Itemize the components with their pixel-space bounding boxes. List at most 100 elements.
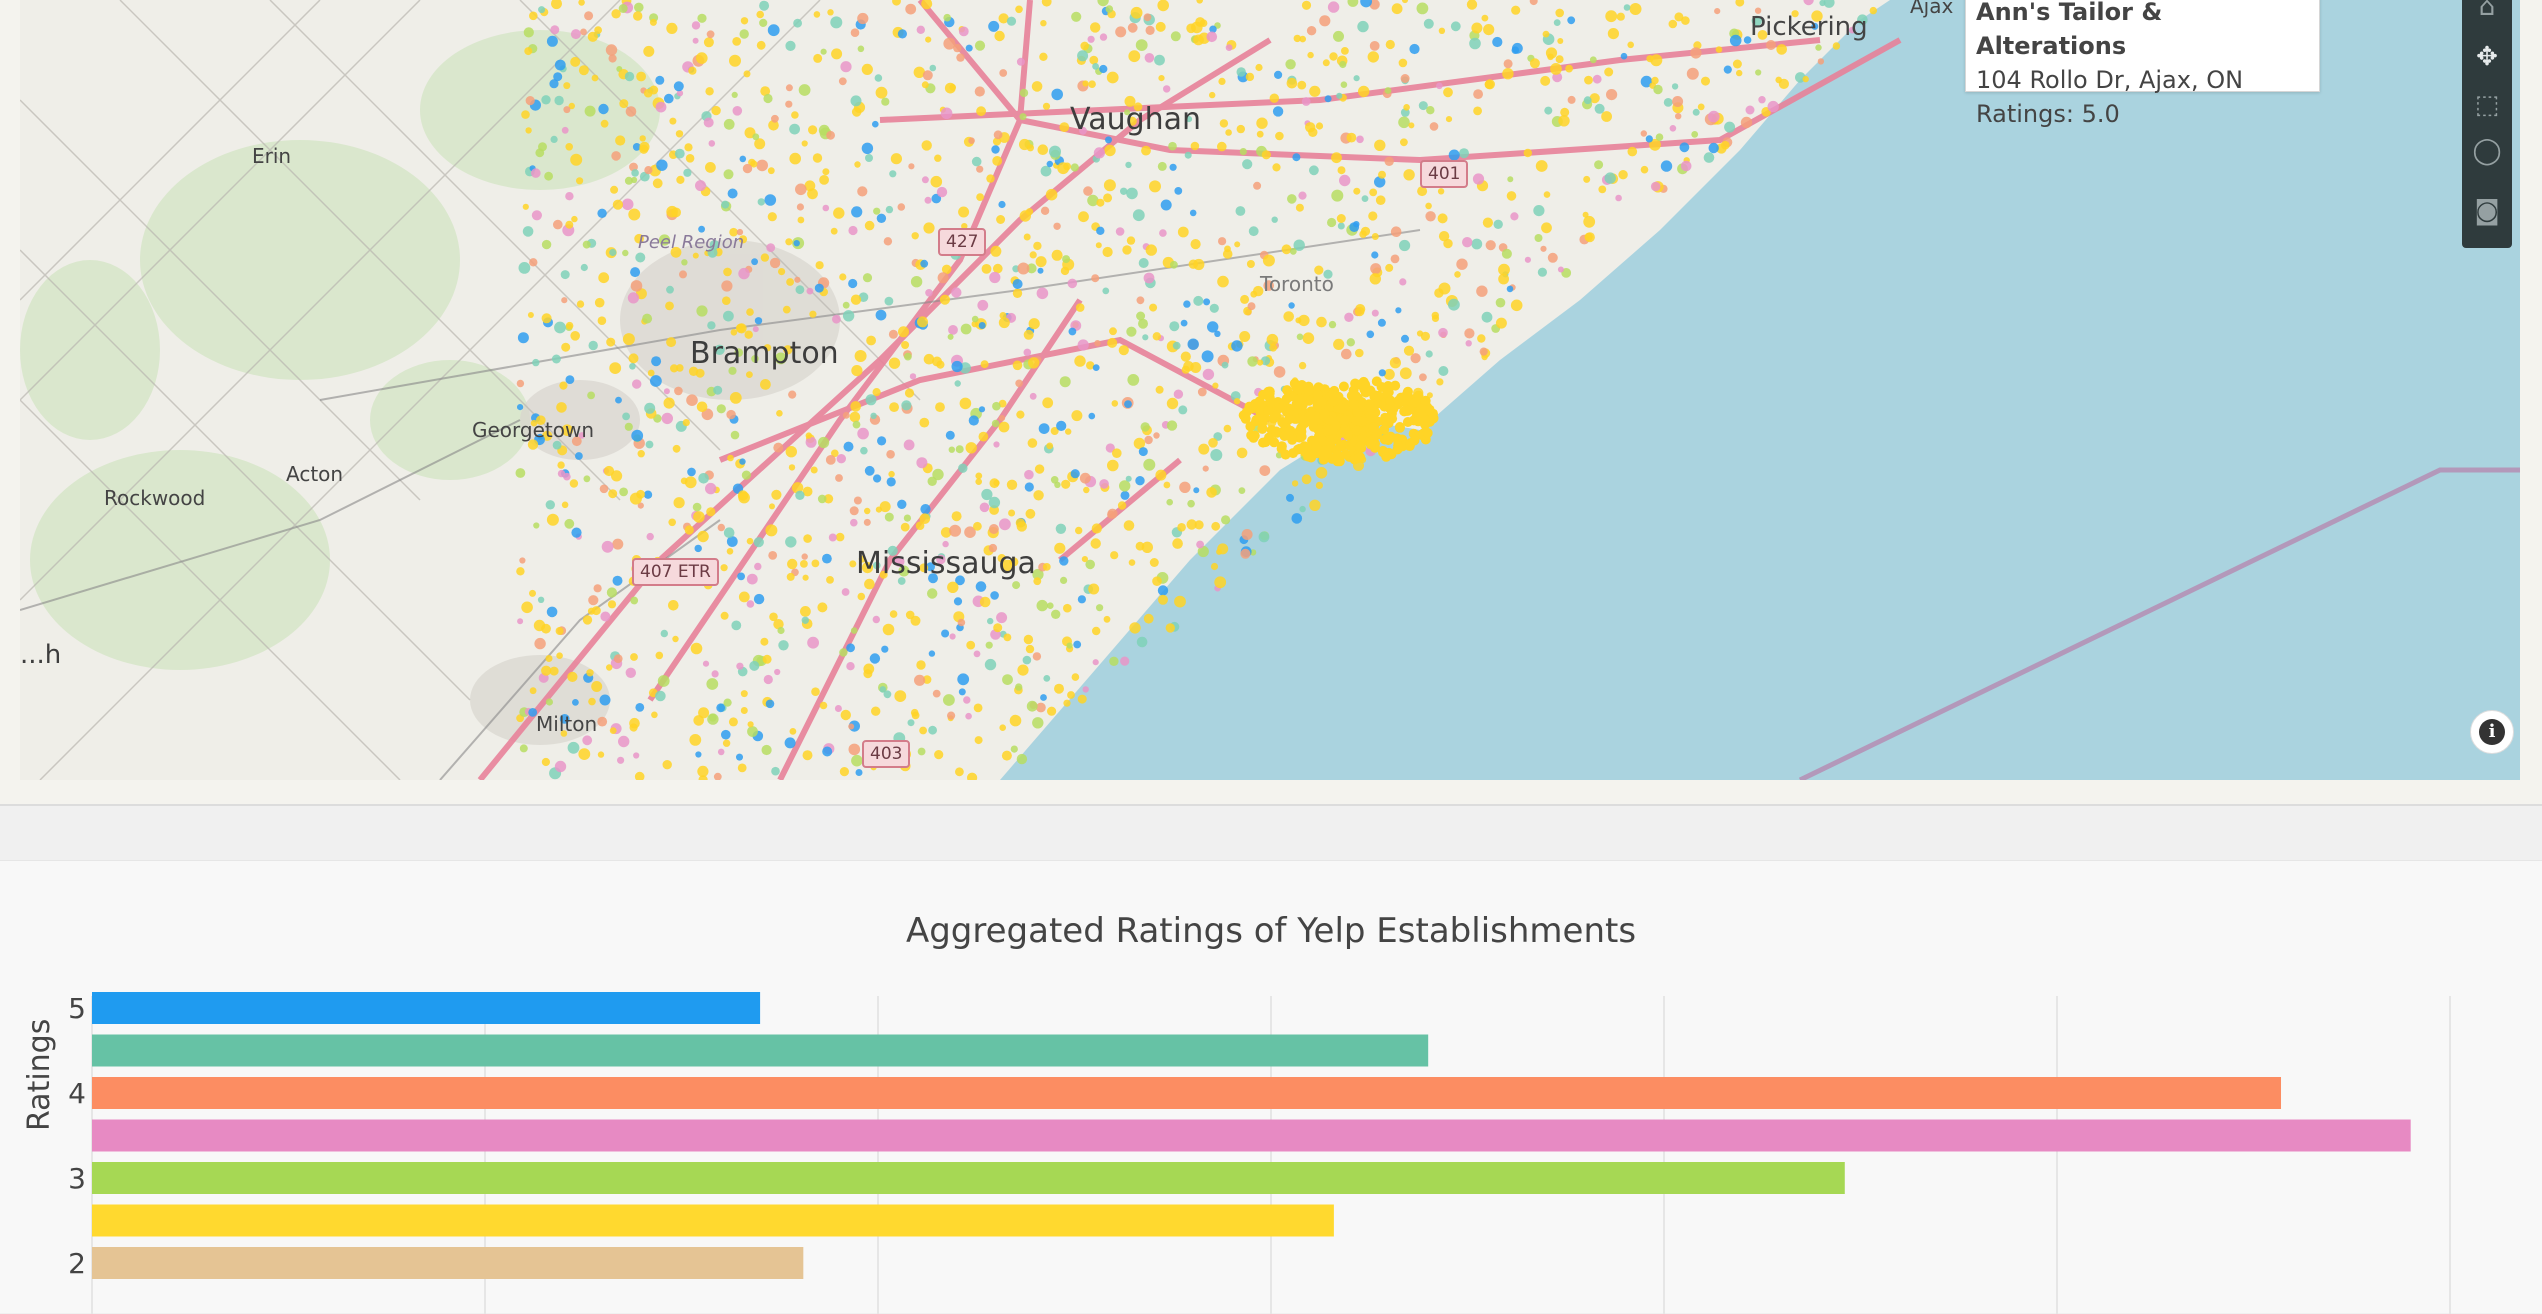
establishment-dot[interactable]: [1410, 353, 1421, 364]
establishment-dot[interactable]: [674, 386, 683, 396]
establishment-dot[interactable]: [656, 159, 668, 171]
establishment-dot[interactable]: [1674, 12, 1684, 22]
establishment-dot[interactable]: [538, 6, 546, 14]
establishment-dot[interactable]: [981, 264, 992, 274]
establishment-dot[interactable]: [1126, 187, 1138, 200]
establishment-dot[interactable]: [1016, 753, 1028, 765]
establishment-dot[interactable]: [1016, 521, 1027, 532]
establishment-dot[interactable]: [1751, 15, 1763, 26]
establishment-dot[interactable]: [848, 278, 858, 289]
establishment-dot[interactable]: [762, 654, 772, 664]
establishment-dot[interactable]: [1094, 340, 1101, 347]
establishment-dot[interactable]: [862, 273, 873, 283]
establishment-dot[interactable]: [754, 138, 766, 150]
establishment-dot[interactable]: [1165, 623, 1176, 633]
establishment-dot[interactable]: [1681, 16, 1690, 25]
establishment-dot[interactable]: [696, 305, 708, 317]
establishment-dot[interactable]: [928, 650, 936, 657]
establishment-dot[interactable]: [599, 484, 609, 494]
establishment-dot[interactable]: [1501, 248, 1512, 259]
establishment-dot[interactable]: [846, 662, 855, 671]
establishment-dot[interactable]: [1371, 233, 1379, 240]
bar-rating-3-5[interactable]: [92, 1119, 2411, 1152]
establishment-dot[interactable]: [1495, 297, 1506, 308]
establishment-dot[interactable]: [557, 461, 565, 469]
establishment-dot[interactable]: [1040, 206, 1050, 215]
establishment-dot[interactable]: [1283, 311, 1294, 322]
establishment-dot[interactable]: [1660, 160, 1673, 172]
establishment-dot[interactable]: [960, 323, 972, 335]
establishment-dot[interactable]: [888, 357, 901, 369]
establishment-dot[interactable]: [798, 84, 811, 96]
establishment-dot[interactable]: [943, 13, 951, 22]
establishment-dot[interactable]: [753, 537, 764, 548]
establishment-dot[interactable]: [992, 156, 1003, 166]
establishment-dot[interactable]: [1557, 38, 1564, 44]
establishment-dot[interactable]: [765, 699, 775, 709]
establishment-dot[interactable]: [796, 203, 805, 211]
establishment-dot[interactable]: [528, 708, 538, 717]
establishment-dot[interactable]: [864, 507, 871, 515]
establishment-dot[interactable]: [703, 117, 714, 128]
establishment-dot[interactable]: [1209, 91, 1216, 99]
establishment-dot[interactable]: [617, 756, 625, 764]
establishment-dot[interactable]: [1091, 523, 1102, 534]
establishment-dot[interactable]: [1371, 251, 1379, 259]
establishment-dot[interactable]: [820, 48, 827, 55]
establishment-dot[interactable]: [529, 11, 538, 21]
establishment-dot[interactable]: [1307, 418, 1318, 429]
establishment-dot[interactable]: [1369, 273, 1382, 285]
establishment-dot[interactable]: [963, 696, 971, 704]
establishment-dot[interactable]: [923, 222, 935, 234]
establishment-dot[interactable]: [611, 151, 621, 161]
establishment-dot[interactable]: [1357, 20, 1369, 33]
establishment-dot[interactable]: [1339, 174, 1351, 187]
establishment-dot[interactable]: [1163, 481, 1171, 489]
establishment-dot[interactable]: [1082, 80, 1089, 87]
establishment-dot[interactable]: [1236, 447, 1248, 459]
establishment-dot[interactable]: [1456, 258, 1468, 270]
establishment-dot[interactable]: [1299, 441, 1310, 452]
establishment-dot[interactable]: [948, 446, 955, 453]
establishment-dot[interactable]: [1378, 170, 1386, 179]
establishment-dot[interactable]: [978, 431, 989, 442]
establishment-dot[interactable]: [629, 492, 642, 505]
establishment-dot[interactable]: [698, 225, 705, 233]
establishment-dot[interactable]: [1715, 46, 1723, 53]
establishment-dot[interactable]: [747, 721, 754, 728]
establishment-dot[interactable]: [1067, 691, 1075, 699]
establishment-dot[interactable]: [707, 321, 716, 330]
establishment-dot[interactable]: [1088, 80, 1096, 88]
establishment-dot[interactable]: [848, 225, 858, 236]
establishment-dot[interactable]: [556, 402, 567, 413]
establishment-dot[interactable]: [636, 71, 646, 82]
establishment-dot[interactable]: [740, 17, 749, 25]
establishment-dot[interactable]: [1301, 97, 1311, 106]
establishment-dot[interactable]: [919, 417, 930, 428]
establishment-dot[interactable]: [1042, 102, 1051, 110]
establishment-dot[interactable]: [1399, 239, 1411, 252]
establishment-dot[interactable]: [1355, 348, 1364, 358]
establishment-dot[interactable]: [1193, 487, 1200, 494]
establishment-dot[interactable]: [1259, 465, 1271, 476]
establishment-dot[interactable]: [771, 766, 780, 776]
establishment-dot[interactable]: [791, 111, 799, 119]
establishment-dot[interactable]: [850, 28, 860, 37]
establishment-dot[interactable]: [1240, 413, 1251, 424]
establishment-dot[interactable]: [697, 530, 709, 543]
establishment-dot[interactable]: [1376, 382, 1387, 392]
establishment-dot[interactable]: [546, 606, 558, 618]
establishment-dot[interactable]: [1393, 440, 1404, 451]
establishment-dot[interactable]: [872, 388, 881, 397]
establishment-dot[interactable]: [1166, 498, 1173, 506]
establishment-dot[interactable]: [874, 74, 883, 82]
establishment-dot[interactable]: [1529, 0, 1538, 6]
establishment-dot[interactable]: [1583, 96, 1592, 105]
establishment-dot[interactable]: [831, 449, 839, 458]
establishment-dot[interactable]: [651, 356, 662, 367]
establishment-dot[interactable]: [1126, 326, 1137, 337]
establishment-dot[interactable]: [1143, 272, 1155, 284]
establishment-dot[interactable]: [1511, 46, 1520, 54]
establishment-dot[interactable]: [553, 219, 563, 230]
establishment-dot[interactable]: [857, 45, 865, 53]
